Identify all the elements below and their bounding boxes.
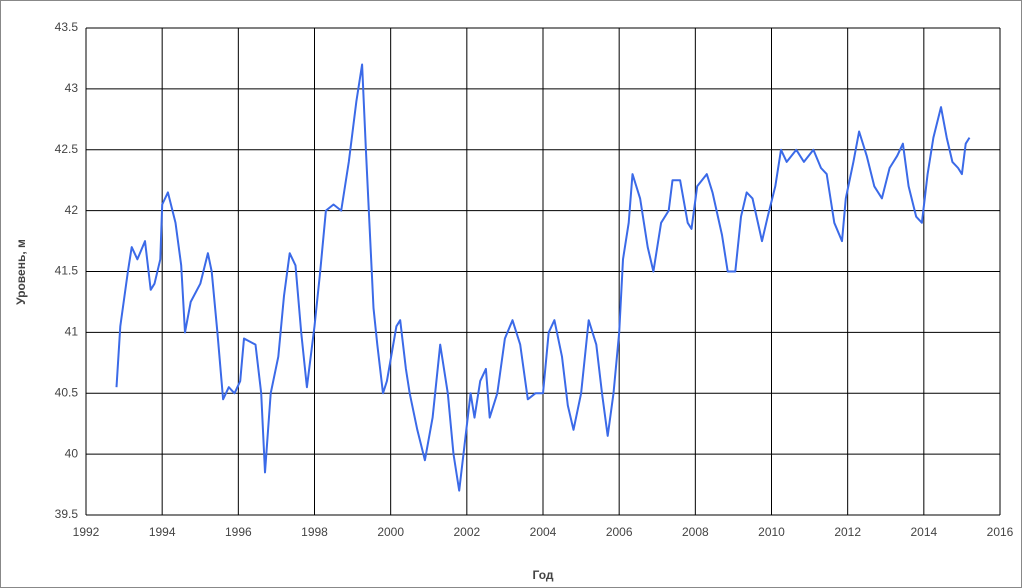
y-tick-label: 42 [65, 203, 79, 217]
x-tick-label: 2000 [377, 525, 404, 539]
x-tick-label: 2006 [606, 525, 633, 539]
y-tick-label: 40 [65, 446, 79, 460]
y-axis-label: Уровень, м [14, 239, 28, 305]
y-tick-label: 43 [65, 81, 79, 95]
y-tick-label: 42.5 [55, 142, 79, 156]
x-tick-label: 2012 [834, 525, 861, 539]
x-tick-label: 1994 [149, 525, 176, 539]
data-line [115, 63, 971, 492]
y-tick-label: 39.5 [55, 507, 79, 521]
x-tick-label: 2010 [758, 525, 785, 539]
y-tick-label: 41.5 [55, 264, 79, 278]
x-tick-label: 1998 [301, 525, 328, 539]
y-tick-label: 40.5 [55, 385, 79, 399]
x-tick-label: 2008 [682, 525, 709, 539]
x-tick-label: 1992 [73, 525, 100, 539]
y-tick-label: 43.5 [55, 20, 79, 34]
x-axis-label: Год [533, 568, 554, 582]
y-tick-label: 41 [65, 325, 79, 339]
x-tick-label: 2004 [530, 525, 557, 539]
x-tick-label: 1996 [225, 525, 252, 539]
x-tick-label: 2016 [987, 525, 1014, 539]
x-tick-label: 2002 [453, 525, 480, 539]
x-tick-label: 2014 [910, 525, 937, 539]
